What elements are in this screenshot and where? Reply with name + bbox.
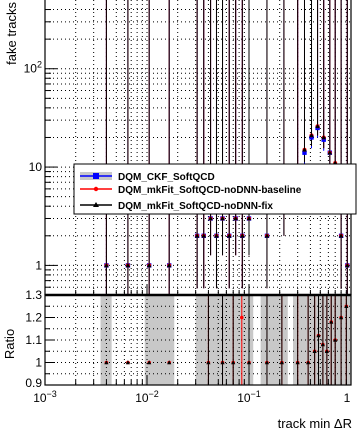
ratio-y-tick-labels: 0.9 1 1.1 1.2 1.3 xyxy=(25,288,42,390)
ratio-point-triangle xyxy=(220,360,225,365)
ratio-point-triangle xyxy=(104,360,109,365)
data-point-triangle xyxy=(240,233,245,238)
data-point-triangle xyxy=(214,233,219,238)
tick-base: 10 xyxy=(33,391,47,405)
data-point-triangle xyxy=(264,233,270,238)
legend-box xyxy=(73,163,357,215)
data-point-triangle xyxy=(194,233,200,238)
x-tick-label: 10−2 xyxy=(135,389,159,405)
y-tick-label: 10 xyxy=(29,160,43,174)
ratio-point-triangle xyxy=(312,348,317,353)
ratio-point-triangle xyxy=(333,337,338,342)
legend-marker-triangle xyxy=(93,202,99,207)
tick-exponent: 2 xyxy=(37,60,42,70)
ratio-frame xyxy=(44,285,352,386)
data-point-triangle xyxy=(104,262,109,268)
ratio-point-triangle xyxy=(246,360,252,365)
tick-base: 10 xyxy=(237,391,251,405)
data-point-triangle xyxy=(226,233,232,238)
x-axis-title: track min ΔR xyxy=(278,416,352,431)
data-point-triangle xyxy=(321,134,327,140)
ratio-point-triangle xyxy=(306,360,311,365)
ratio-markers xyxy=(104,303,349,365)
data-point-triangle xyxy=(315,123,320,129)
data-point-triangle xyxy=(338,233,344,238)
legend-label-fix: DQM_mkFit_SoftQCD-noDNN-fix xyxy=(118,201,273,212)
data-point-triangle xyxy=(246,215,252,221)
legend-entry-ckf: DQM_CKF_SoftQCD xyxy=(80,172,215,183)
ratio-y-tick-label: 1.1 xyxy=(25,333,42,347)
tick-base: 10 xyxy=(24,62,38,76)
data-point-square xyxy=(321,137,326,142)
ratio-y-axis-title: Ratio xyxy=(2,329,17,359)
x-tick-labels: 10−3 10−2 10−1 1 xyxy=(33,389,350,405)
ratio-y-tick-label: 1 xyxy=(35,356,42,370)
legend: DQM_CKF_SoftQCD DQM_mkFit_SoftQCD-noDNN-… xyxy=(73,163,357,215)
data-point-triangle xyxy=(125,262,131,268)
legend-label-ckf: DQM_CKF_SoftQCD xyxy=(118,172,215,183)
ratio-point-triangle xyxy=(167,360,172,365)
data-point-triangle xyxy=(208,215,213,221)
main-grid xyxy=(45,0,351,295)
ratio-point-triangle xyxy=(329,319,334,324)
main-frame xyxy=(44,0,352,295)
data-point-triangle xyxy=(201,233,207,238)
data-point-square xyxy=(309,135,314,140)
ratio-panel: 0.911.11.21.3 10−3 10−2 10−1 1 Ratio track … xyxy=(2,285,352,431)
uncertainty-band-segment xyxy=(260,295,288,385)
ratio-point-triangle xyxy=(125,360,131,365)
ratio-point-triangle xyxy=(339,315,344,320)
ratio-point-triangle xyxy=(279,360,284,365)
ratio-point-triangle xyxy=(264,360,270,365)
legend-label-baseline: DQM_mkFit_SoftQCD-noDNN-baseline xyxy=(118,185,302,196)
ratio-point-triangle xyxy=(320,342,325,347)
main-y-axis-title: fake tracks xyxy=(4,2,19,65)
data-point-square xyxy=(302,150,307,155)
legend-entry-baseline: DQM_mkFit_SoftQCD-noDNN-baseline xyxy=(80,185,302,196)
ratio-point-triangle xyxy=(295,360,300,365)
ratio-point-triangle xyxy=(147,360,152,365)
x-tick-label: 1 xyxy=(344,391,351,405)
tick-base: 10 xyxy=(135,391,149,405)
data-point-triangle xyxy=(220,215,225,221)
data-point-triangle xyxy=(309,132,314,138)
data-point-triangle xyxy=(233,215,238,221)
tick-exponent: −1 xyxy=(251,389,261,399)
ratio-point-triangle xyxy=(344,303,349,308)
tick-exponent: −2 xyxy=(149,389,159,399)
tick-exponent: −3 xyxy=(47,389,57,399)
data-point-triangle xyxy=(166,262,172,268)
main-markers xyxy=(104,123,350,268)
ratio-point-triangle xyxy=(206,360,211,365)
data-point-triangle xyxy=(146,262,152,268)
ratio-point-circle xyxy=(240,315,244,320)
legend-marker-circle xyxy=(93,186,99,192)
data-point-triangle xyxy=(345,262,350,268)
data-point-triangle xyxy=(327,150,333,155)
y-tick-label: 1 xyxy=(35,258,42,272)
data-point-triangle xyxy=(302,147,307,152)
ratio-point-triangle xyxy=(316,333,321,338)
y-tick-label: 102 xyxy=(24,60,42,76)
main-error-bars xyxy=(105,0,348,295)
ratio-point-triangle xyxy=(324,348,329,353)
ratio-point-triangle xyxy=(231,360,236,365)
ratio-y-tick-label: 1.3 xyxy=(25,288,42,302)
ratio-error-bars xyxy=(207,295,347,385)
x-tick-label: 10−3 xyxy=(33,389,57,405)
legend-marker-square xyxy=(93,173,99,179)
legend-entry-fix: DQM_mkFit_SoftQCD-noDNN-fix xyxy=(80,201,273,212)
ratio-y-tick-label: 1.2 xyxy=(25,311,42,325)
x-tick-label: 10−1 xyxy=(237,389,261,405)
ratio-y-tick-label: 0.9 xyxy=(25,376,42,390)
